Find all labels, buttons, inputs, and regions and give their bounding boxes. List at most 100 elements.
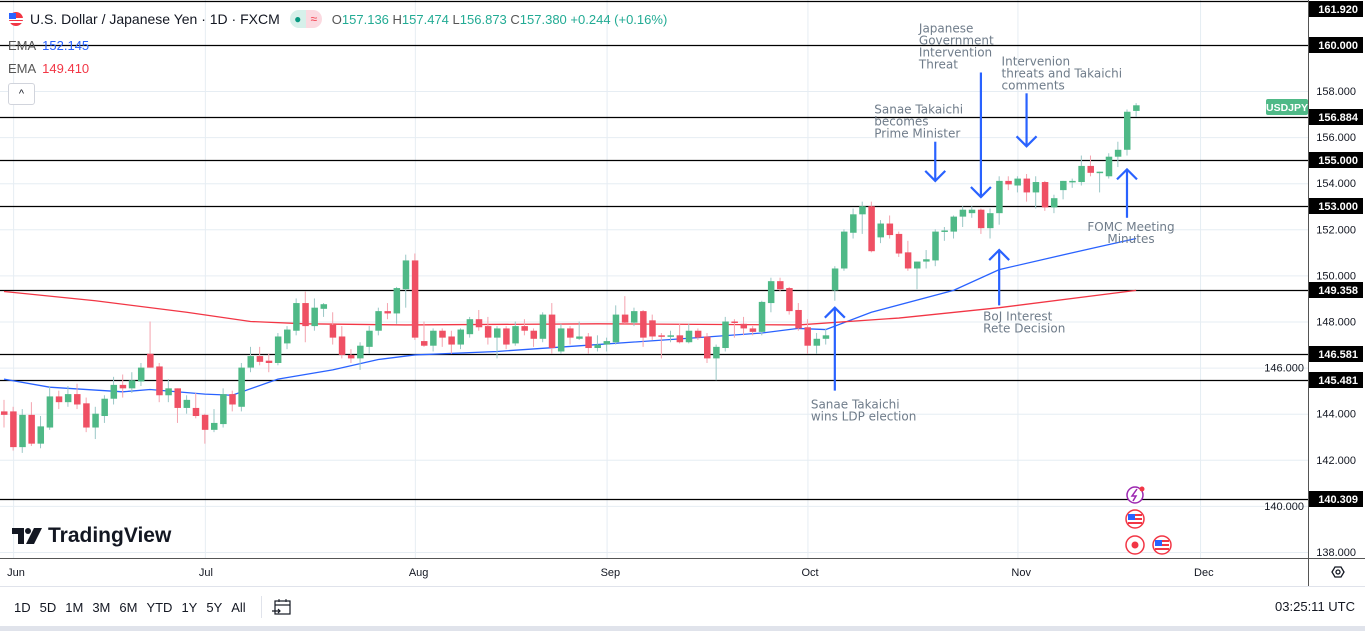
time-tick-label: Aug <box>409 567 429 579</box>
gear-icon[interactable] <box>1331 566 1345 578</box>
level-label-bg <box>1309 282 1363 298</box>
candle-body <box>521 326 528 331</box>
candle <box>530 328 538 347</box>
candle-body <box>1050 198 1058 208</box>
candle-body <box>977 209 985 229</box>
candle <box>439 328 446 347</box>
high-label: H <box>392 11 402 27</box>
candle-body <box>923 259 930 262</box>
red-dot-event-icon[interactable] <box>1125 535 1145 555</box>
candle-body <box>850 214 857 233</box>
level-label-text: 156.884 <box>1318 112 1359 124</box>
price-tick-label: 142.000 <box>1316 455 1356 467</box>
candle <box>932 229 939 267</box>
price-axis[interactable]: 158.000 156.000 154.000 152.000 150.000 148.0… <box>1264 1 1363 559</box>
candle-body <box>210 422 218 430</box>
candle <box>630 307 638 327</box>
candle-body <box>83 403 90 428</box>
candle <box>1 399 8 428</box>
candle-body <box>74 394 81 405</box>
candle <box>521 319 528 336</box>
symbol-title[interactable]: U.S. Dollar / Japanese Yen · 1D · FXCM <box>30 11 280 27</box>
candle <box>704 333 711 363</box>
candle <box>694 328 702 340</box>
candle-body <box>10 411 17 448</box>
range-1d-button[interactable]: 1D <box>14 599 31 615</box>
candle <box>777 277 784 292</box>
range-1m-button[interactable]: 1M <box>65 599 84 615</box>
candle <box>311 298 318 331</box>
status-pill[interactable]: ● ≈ <box>289 10 322 28</box>
range-6m-button[interactable]: 6M <box>119 599 138 615</box>
ema-fast-legend[interactable]: EMA 152.145 <box>8 38 89 53</box>
level-price-label: 156.884 <box>1309 109 1363 125</box>
candle <box>1032 176 1040 209</box>
range-ytd-button[interactable]: YTD <box>146 599 173 615</box>
candle-body <box>293 303 300 331</box>
us-flag-event-icon[interactable] <box>1125 509 1145 529</box>
candle-body <box>548 314 556 349</box>
candles <box>1 103 1140 453</box>
tradingview-logo[interactable]: TradingView <box>12 524 171 548</box>
range-all-button[interactable]: All <box>231 599 246 615</box>
candle-body <box>840 231 848 269</box>
level-label-text: 153.000 <box>1318 201 1358 213</box>
annotation-text: Prime Minister <box>874 127 960 141</box>
level-label-bg <box>1309 346 1363 362</box>
candle-body <box>749 328 757 332</box>
candle <box>165 379 172 403</box>
candle <box>137 362 145 387</box>
annotation-arrowhead <box>824 306 846 319</box>
lightning-event-icon[interactable] <box>1126 486 1145 504</box>
candle <box>767 277 775 313</box>
candle-body <box>375 311 382 331</box>
level-label-bg <box>1309 198 1363 214</box>
clock[interactable]: 03:25:11 UTC <box>1275 599 1355 614</box>
level-price-label: 146.581 <box>1309 346 1363 362</box>
candle-body <box>941 230 948 232</box>
candle <box>457 328 464 350</box>
level-label-bg <box>1309 109 1363 125</box>
open-label: O <box>331 11 342 27</box>
candle <box>850 208 857 239</box>
calendar-goto-icon[interactable] <box>271 598 292 616</box>
candle <box>201 413 209 444</box>
candle-body <box>950 216 958 232</box>
candle-body <box>1041 182 1049 208</box>
candle-body <box>402 260 410 290</box>
candle-body <box>649 320 656 337</box>
candle <box>402 254 410 308</box>
candle <box>210 409 218 433</box>
candle-body <box>411 260 419 338</box>
candle <box>274 333 282 366</box>
candle-body <box>914 261 921 269</box>
ema-slow-legend[interactable]: EMA 149.410 <box>8 61 89 76</box>
candle <box>347 349 355 363</box>
us-flag-event-icon[interactable] <box>1152 535 1172 555</box>
range-5d-button[interactable]: 5D <box>39 599 57 615</box>
candle-body <box>466 319 474 335</box>
range-1y-button[interactable]: 1Y <box>181 599 198 615</box>
candle-body <box>311 307 318 327</box>
candle <box>1005 176 1012 191</box>
collapse-legend-button[interactable]: ^ <box>8 83 35 105</box>
candle <box>813 333 821 354</box>
candle-body <box>1096 171 1104 174</box>
range-5y-button[interactable]: 5Y <box>206 599 223 615</box>
time-axis[interactable]: Jun Jul Aug Sep Oct Nov Dec <box>7 567 1214 579</box>
level-label-bg <box>1309 152 1363 168</box>
level-price-label: 145.481 <box>1309 372 1363 388</box>
level-label-bg <box>1309 491 1363 507</box>
annotation-text: Japanese <box>918 22 974 36</box>
candle-body <box>567 328 574 338</box>
candle <box>83 397 90 433</box>
range-3m-button[interactable]: 3M <box>92 599 111 615</box>
candle <box>28 402 35 446</box>
candle-body <box>1005 180 1012 185</box>
candle <box>621 296 629 324</box>
